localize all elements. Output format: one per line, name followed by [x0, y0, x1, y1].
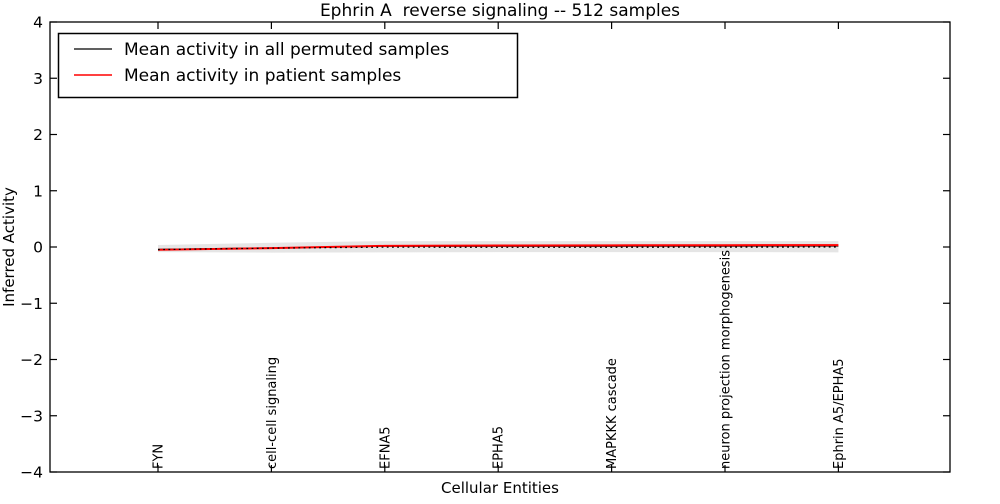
y-tick-label: 4: [33, 14, 43, 32]
y-tick-label: −1: [20, 295, 43, 313]
x-tick-label: cell-cell signaling: [265, 357, 280, 469]
confidence-band: [158, 241, 839, 253]
chart-title: Ephrin A reverse signaling -- 512 sample…: [320, 1, 680, 21]
x-tick-label: EFNA5: [378, 426, 393, 469]
x-tick-label: MAPKKK cascade: [605, 358, 620, 469]
x-tick-label: EPHA5: [492, 426, 507, 469]
y-tick-label: 1: [33, 182, 43, 200]
series-layer: [157, 244, 839, 251]
y-tick-label: −3: [20, 407, 43, 425]
series-line-patient-mean: [157, 244, 839, 251]
legend-label-patient: Mean activity in patient samples: [124, 66, 401, 86]
legend-label-permuted: Mean activity in all permuted samples: [124, 40, 449, 60]
series-line-permuted-spread-dotted: [157, 246, 839, 251]
x-tick-label: Ephrin A5/EPHA5: [832, 358, 847, 469]
x-tick-label: FYN: [152, 444, 167, 469]
y-tick-label: −2: [20, 351, 43, 369]
y-tick-label: −4: [20, 464, 43, 482]
y-axis-label: Inferred Activity: [0, 187, 18, 307]
legend: Mean activity in all permuted samples Me…: [57, 32, 519, 99]
x-tick-label: neuron projection morphogenesis: [719, 250, 734, 469]
y-tick-label: 2: [33, 126, 43, 144]
y-tick-label: 0: [33, 239, 43, 257]
x-axis-label: Cellular Entities: [441, 479, 559, 497]
y-tick-label: 3: [33, 70, 43, 88]
legend-box: [57, 32, 519, 99]
confidence-band-layer: [158, 241, 839, 253]
tick-layer: 4 3 2 1 0 −1 −2 −3 −4 FYN cell-cell signaling EFNA5…: [20, 14, 950, 482]
